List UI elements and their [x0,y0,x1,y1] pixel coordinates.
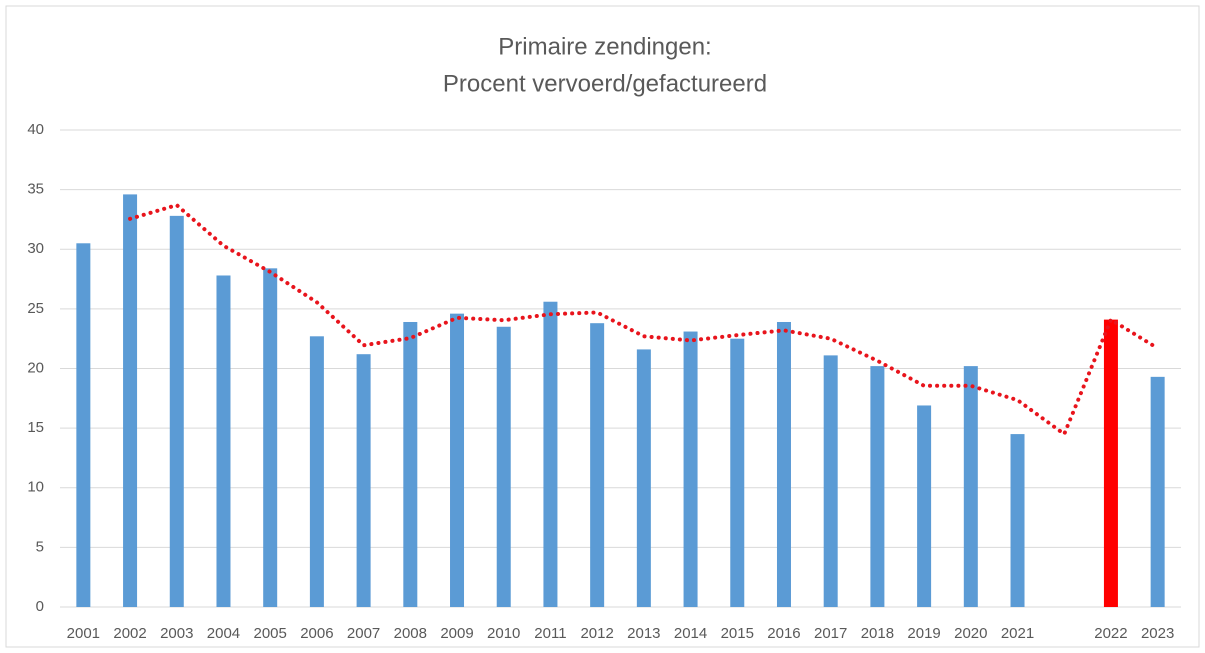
x-tick-label: 2014 [674,625,707,642]
x-tick-label: 2023 [1141,625,1174,642]
x-tick-label: 2002 [113,625,146,642]
y-tick-label: 5 [36,538,44,555]
bar [870,366,885,607]
bar [730,338,745,607]
x-tick-label: 2001 [67,625,100,642]
y-tick-label: 40 [27,121,44,138]
chart-title: Primaire zendingen: [498,33,711,60]
bar [76,243,91,607]
x-tick-label: 2022 [1094,625,1127,642]
bar [917,405,932,607]
x-tick-label: 2017 [814,625,847,642]
bar [823,355,838,607]
x-tick-label: 2011 [534,625,566,642]
bar [776,321,791,607]
y-tick-label: 25 [27,300,44,317]
bar [403,321,418,607]
bar [636,349,651,607]
y-tick-label: 10 [27,479,44,496]
y-tick-label: 20 [27,359,44,376]
bar [450,313,465,607]
bar [123,194,138,607]
x-tick-label: 2003 [160,625,193,642]
x-tick-label: 2018 [861,625,894,642]
x-tick-label: 2008 [394,625,427,642]
y-tick-label: 15 [27,419,44,436]
bar [216,275,231,607]
x-tick-label: 2006 [300,625,333,642]
bar [169,215,184,608]
x-tick-label: 2016 [767,625,800,642]
bar [263,268,278,607]
bar [590,323,605,607]
x-tick-label: 2020 [954,625,987,642]
x-tick-label: 2009 [440,625,473,642]
x-tick-label: 2004 [207,625,240,642]
bar [496,326,511,607]
bar [543,301,558,607]
bar [1150,376,1165,607]
x-tick-label: 2019 [907,625,940,642]
x-tick-label: 2010 [487,625,520,642]
bar [1103,319,1118,607]
bar [683,331,698,607]
bar [356,354,371,607]
x-tick-label: 2015 [721,625,754,642]
x-tick-label: 2005 [254,625,287,642]
x-tick-label: 2013 [627,625,660,642]
x-tick-label: 2007 [347,625,380,642]
bar [1010,434,1025,607]
y-tick-label: 35 [27,181,44,198]
bar [309,336,324,607]
y-tick-label: 0 [36,598,44,615]
bar [963,366,978,607]
x-tick-label: 2021 [1001,625,1034,642]
chart-title: Procent vervoerd/gefactureerd [443,70,767,97]
trend-line [128,203,1160,437]
y-tick-label: 30 [27,240,44,257]
x-tick-label: 2012 [580,625,613,642]
